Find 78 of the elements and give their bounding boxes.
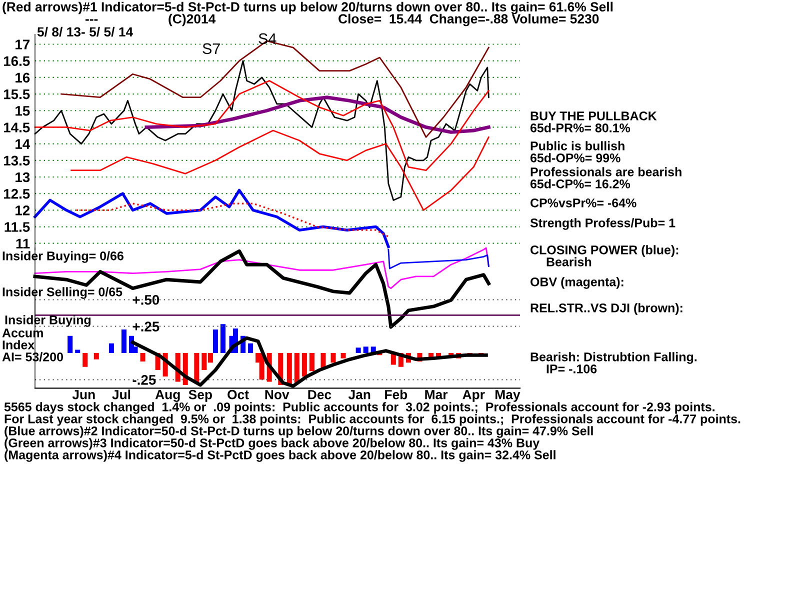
- text: Professionals are bearish: [530, 167, 682, 176]
- text: ---: [86, 19, 98, 21]
- y-tick-label: 11.5: [4, 222, 30, 232]
- text: Strength Profess/Pub= 1: [530, 218, 676, 230]
- x-tick-label: Nov: [265, 390, 290, 400]
- text: Public is bullish: [530, 141, 624, 150]
- y-tick-label: 13: [16, 172, 30, 182]
- y-tick-label: -.25: [132, 375, 156, 385]
- text: 65d-PR%= 80.1%: [530, 123, 630, 132]
- bar: [309, 352, 314, 372]
- text: BUY THE PULLBACK: [530, 112, 657, 120]
- text: Bearish: Distrubtion Falling.: [530, 352, 697, 364]
- y-tick-label: 12.5: [4, 188, 30, 199]
- x-tick-label: Aug: [155, 390, 180, 402]
- bar: [212, 330, 218, 353]
- chart-title: (Red arrows)#1 Indicator=5-d St-Pct-D turns up below 20/turns down over 80.. Its gain= 61.6% Sell: [2, 2, 613, 14]
- x-tick-label: Oct: [228, 390, 249, 400]
- text: IP= -.106: [546, 364, 597, 374]
- y-tick-label: 14.5: [4, 122, 30, 132]
- x-tick-label: Mar: [425, 390, 448, 400]
- text: 65d-CP%= 16.2%: [530, 179, 630, 188]
- y-tick-label: 12: [16, 206, 30, 216]
- bar: [286, 352, 292, 386]
- text: CP%vsPr%= -64%: [530, 198, 636, 208]
- annotation: S7: [202, 43, 220, 54]
- bar: [108, 343, 114, 353]
- bar: [140, 352, 146, 362]
- y-tick-label: 14: [16, 139, 30, 149]
- y-tick-label: 17: [16, 40, 30, 50]
- bar: [220, 324, 226, 353]
- bar: [302, 352, 307, 376]
- bar: [340, 352, 346, 358]
- text: (Magenta arrows)#4 Indicator=5-d St-PctD goes back above 20/below 80.. Its gain= 32.4% Sell: [4, 450, 556, 462]
- y-tick-label: 15.5: [4, 90, 30, 100]
- bar: [356, 348, 361, 353]
- text: CLOSING POWER (blue):: [530, 245, 678, 257]
- bar: [82, 352, 88, 367]
- line-series: [70, 130, 490, 211]
- y-tick-label: +.25: [132, 322, 160, 332]
- y-tick-label: 15: [16, 106, 30, 116]
- x-tick-label: Jul: [112, 390, 130, 400]
- bar: [68, 336, 73, 353]
- y-tick-label: 11: [16, 238, 30, 248]
- bar: [294, 352, 300, 383]
- x-tick-label: May: [496, 390, 520, 402]
- text: (C)2014: [168, 14, 216, 26]
- bar: [194, 352, 200, 383]
- annotation: S4: [258, 33, 276, 44]
- annotation: 5/ 8/ 13- 5/ 5/ 14: [37, 26, 134, 37]
- y-tick-label: +.50: [132, 294, 160, 305]
- bar: [75, 350, 80, 353]
- text: (Blue arrows)#2 Indicator=50-d St-Pct-D turns up below 20/turns down over 80.. Its gain= 47.9% Sell: [4, 426, 593, 438]
- text: 5565 days stock changed 1.4% or .09 points: Public accounts for 3.02 points.; Professionals account for -2.93 points.: [4, 402, 714, 414]
- x-tick-label: Jun: [72, 390, 95, 400]
- x-tick-label: Feb: [385, 390, 408, 400]
- x-tick-label: Dec: [308, 390, 332, 400]
- bar: [248, 343, 254, 353]
- text: OBV (magenta):: [530, 277, 624, 289]
- y-tick-label: 16.5: [4, 56, 30, 66]
- bar: [363, 346, 368, 353]
- bar: [94, 352, 99, 360]
- bar: [320, 352, 326, 368]
- text: REL.STR..VS DJI (brown):: [530, 303, 682, 315]
- text: Index: [2, 340, 35, 350]
- x-tick-label: Sep: [188, 390, 212, 402]
- text: Bearish: [546, 257, 592, 266]
- x-tick-label: Apr: [462, 390, 485, 402]
- text: 65d-OP%= 99%: [530, 153, 620, 162]
- bar: [330, 352, 336, 363]
- y-tick-label: 13.5: [4, 156, 30, 166]
- bar: [121, 330, 126, 353]
- text: Close= 15.44 Change=-.88 Volume= 5230: [338, 14, 599, 26]
- line-series: [34, 80, 490, 172]
- text: (Green arrows)#3 Indicator=50-d St-PctD goes back above 20/below 80.. Its gain= 43% Buy: [4, 438, 540, 450]
- text: For Last year stock changed 9.5% or 1.38 points: Public accounts for 6.15 points.; Professionals account for -4.77 points.: [4, 414, 740, 426]
- line-series: [76, 202, 390, 238]
- y-tick-label: 16: [16, 72, 30, 83]
- x-tick-label: Jan: [348, 390, 370, 400]
